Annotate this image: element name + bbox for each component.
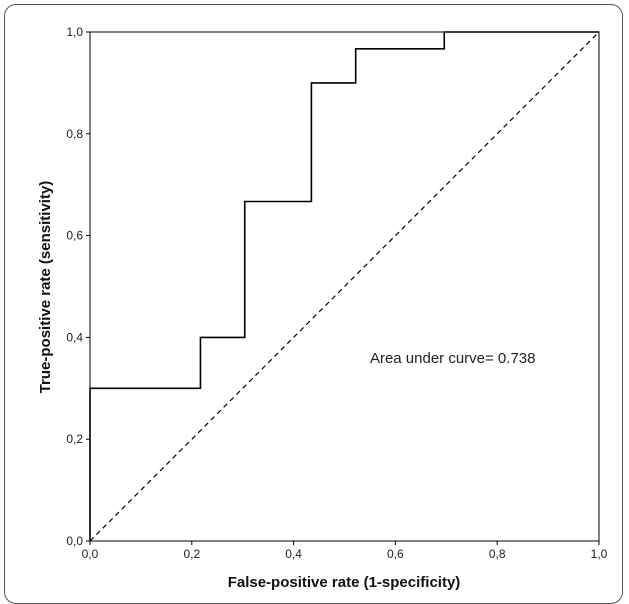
x-tick-label: 0,4 (285, 547, 302, 561)
series-layer (89, 31, 600, 542)
y-axis-ticks: 0,0 0,2 0,4 0,6 0,8 1,0 (66, 25, 90, 548)
y-tick-label: 0,6 (66, 229, 83, 243)
x-axis-ticks: 0,0 0,2 0,4 0,6 0,8 1,0 (82, 541, 608, 561)
y-tick-label: 0,2 (66, 432, 83, 446)
roc-curve-line (89, 31, 599, 541)
reference-diagonal-line (89, 31, 600, 542)
x-tick-label: 0,2 (183, 547, 200, 561)
y-tick-label: 0,8 (66, 127, 83, 141)
y-tick-label: 0,4 (66, 330, 83, 344)
plot-area (89, 31, 600, 542)
y-tick-label: 0,0 (66, 534, 83, 548)
x-axis-title: False-positive rate (1-specificity) (228, 574, 461, 591)
auc-annotation: Area under curve= 0.738 (370, 350, 536, 367)
annotation-layer: Area under curve= 0.738 (370, 350, 536, 367)
x-tick-label: 0,6 (387, 547, 404, 561)
y-tick-label: 1,0 (66, 25, 83, 39)
x-tick-label: 0,0 (82, 547, 99, 561)
x-tick-label: 0,8 (489, 547, 506, 561)
x-tick-label: 1,0 (591, 547, 608, 561)
y-axis-title: True-positive rate (sensitivity) (37, 181, 54, 394)
